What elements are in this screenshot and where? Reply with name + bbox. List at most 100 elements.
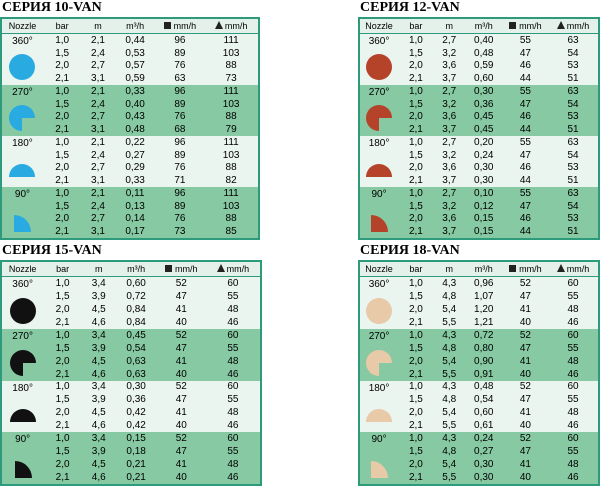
- header-text: mm/h: [566, 264, 590, 274]
- cell: 3,1: [91, 73, 105, 85]
- header-cell: m: [81, 19, 114, 33]
- cell: 40: [175, 316, 187, 328]
- cell: 3,6: [442, 213, 457, 225]
- cell: 96: [174, 34, 186, 46]
- cell: 46: [227, 472, 239, 484]
- cell: 1,0: [55, 433, 70, 445]
- cell: 5,5: [442, 420, 457, 432]
- table: Nozzle bar m m³/h mm/h mm/h 360° 1,0 2,7 0,40 55 63…: [358, 17, 600, 240]
- cell: 40: [519, 472, 531, 484]
- header-cell: m: [82, 262, 116, 276]
- cell: 4,3: [442, 277, 457, 289]
- cell: 46: [519, 213, 531, 225]
- cell: 89: [174, 149, 186, 161]
- cell: 0,40: [125, 98, 145, 110]
- header-cell: mm/h: [157, 262, 206, 276]
- cell: 47: [175, 342, 187, 354]
- angle-label: 180°: [368, 138, 390, 149]
- cell: 0,21: [126, 472, 146, 484]
- cell: 2,0: [55, 407, 70, 419]
- cell: 0,42: [126, 420, 146, 432]
- cell: 3,4: [91, 381, 106, 393]
- nozzle-icon: [9, 54, 36, 80]
- triangle-icon: [556, 264, 565, 272]
- header-cell: Nozzle: [2, 19, 43, 33]
- cell: 1,0: [408, 433, 423, 445]
- cell: 4,5: [91, 459, 106, 471]
- cell: 0,54: [126, 342, 146, 354]
- cell: 0,22: [125, 136, 145, 148]
- cell: 0,45: [474, 111, 494, 123]
- cell: 1,5: [55, 98, 70, 110]
- table-header: Nozzle bar m m³/h mm/h mm/h: [2, 262, 260, 277]
- cell: 40: [519, 368, 531, 380]
- cell: 44: [519, 175, 531, 187]
- cell: 4,6: [91, 472, 106, 484]
- angle-label: 90°: [371, 434, 387, 446]
- cell: 47: [519, 149, 531, 161]
- cell: 2,7: [442, 187, 457, 199]
- cell: 52: [175, 277, 187, 289]
- header-cell: Nozzle: [360, 19, 398, 33]
- cell: 3,4: [91, 277, 106, 289]
- cell: 55: [519, 187, 531, 199]
- cell: 0,43: [125, 111, 145, 123]
- cell: 41: [519, 303, 531, 315]
- cell: 0,20: [474, 136, 494, 148]
- cell: 2,0: [55, 213, 70, 225]
- angle-label: 90°: [371, 189, 387, 200]
- cell: 55: [519, 34, 531, 46]
- nozzle-icon: [366, 297, 393, 324]
- cell: 0,27: [474, 446, 494, 458]
- cell: 0,59: [125, 73, 145, 85]
- cell: 47: [519, 47, 531, 59]
- cell: 0,40: [474, 34, 494, 46]
- cell: 3,1: [91, 124, 105, 136]
- nozzle-icon: [14, 461, 32, 478]
- header-text: mm/h: [519, 21, 542, 31]
- header-text: mm/h: [566, 21, 590, 31]
- cell: 60: [567, 277, 579, 289]
- cell: 1,0: [408, 381, 423, 393]
- cell: 2,0: [408, 303, 423, 315]
- cell: 46: [567, 420, 579, 432]
- header-cell: m: [434, 262, 465, 276]
- cell: 52: [175, 381, 187, 393]
- cell: 0,54: [474, 394, 494, 406]
- cell: 51: [567, 73, 579, 85]
- cell: 53: [567, 213, 579, 225]
- cell: 60: [567, 433, 579, 445]
- cell: 1,5: [55, 446, 70, 458]
- cell: 2,7: [91, 213, 105, 225]
- cell: 40: [519, 316, 531, 328]
- cell: 0,63: [126, 355, 146, 367]
- cell: 3,7: [442, 73, 457, 85]
- cell: 89: [174, 200, 186, 212]
- cell: 63: [567, 136, 579, 148]
- header-cell: m³/h: [116, 262, 157, 276]
- cell: 5,4: [442, 459, 457, 471]
- nozzle-icon: [9, 349, 36, 376]
- cell: 1,5: [408, 342, 423, 354]
- cell: 0,60: [474, 407, 494, 419]
- angle-label: 270°: [368, 87, 390, 98]
- cell: 88: [225, 111, 237, 123]
- header-text: m: [94, 264, 103, 274]
- cell: 0,72: [474, 329, 494, 341]
- cell: 1,5: [408, 200, 423, 212]
- cell: 5,5: [442, 316, 457, 328]
- cell: 76: [174, 60, 186, 72]
- cell: 0,27: [125, 149, 145, 161]
- cell: 0,10: [474, 187, 494, 199]
- header-cell: mm/h: [204, 19, 258, 33]
- cell: 1,5: [408, 446, 423, 458]
- header-text: mm/h: [173, 21, 197, 31]
- cell: 46: [567, 316, 579, 328]
- cell: 47: [175, 290, 187, 302]
- cell: 2,1: [55, 73, 70, 85]
- row-group: 180° 1,0 3,4 0,30 52 60 1,5 3,9 0,36 47 55 2,0 4,5 0,…: [2, 380, 260, 433]
- cell: 0,42: [126, 407, 146, 419]
- table-header: Nozzle bar m m³/h mm/h mm/h: [2, 19, 258, 34]
- cell: 40: [175, 420, 187, 432]
- cell: 1,0: [55, 329, 70, 341]
